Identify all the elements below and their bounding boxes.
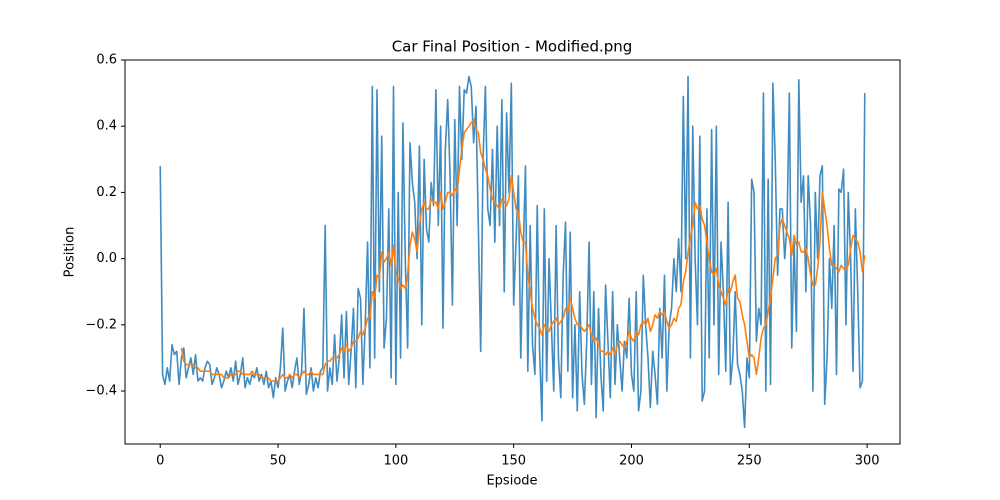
y-tick-label: 0.4 (96, 119, 117, 134)
y-tick-label: −0.2 (85, 317, 117, 332)
x-axis-label: Epsiode (486, 474, 537, 489)
data-line (180, 118, 866, 382)
y-tick-label: 0.2 (96, 185, 117, 200)
data-line (159, 75, 866, 429)
plot-frame (124, 59, 901, 445)
x-tick-label: 100 (383, 454, 408, 469)
chart-title: Car Final Position - Modified.png (392, 38, 633, 56)
x-tick-label: 0 (156, 454, 164, 469)
x-tick-label: 300 (855, 454, 880, 469)
y-tick-label: 0.6 (96, 53, 117, 68)
x-tick-label: 250 (737, 454, 762, 469)
y-tick-label: −0.4 (85, 384, 117, 399)
x-tick-label: 50 (270, 454, 287, 469)
x-tick-label: 150 (501, 454, 526, 469)
x-tick-label: 200 (619, 454, 644, 469)
y-tick-label: 0.0 (96, 251, 117, 266)
y-axis-label: Position (63, 227, 78, 278)
